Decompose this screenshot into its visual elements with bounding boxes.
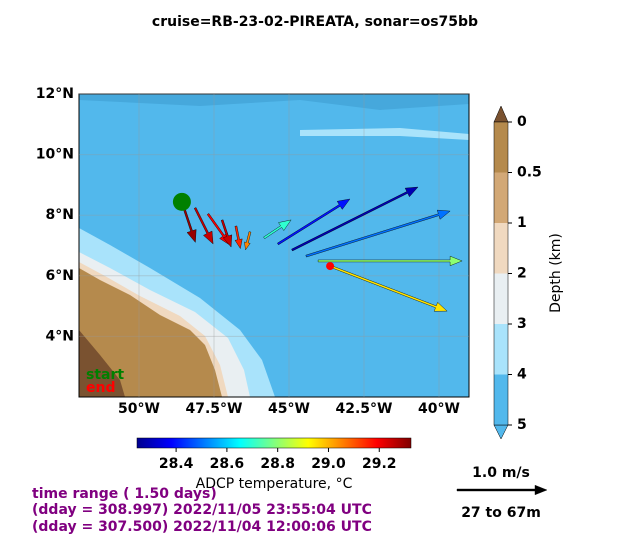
title: cruise=RB-23-02-PIREATA, sonar=os75bb [152, 14, 478, 30]
depth-tick-label: 0.5 [517, 165, 542, 181]
y-tick-label: 8°N [46, 207, 74, 223]
bathymetry [79, 94, 469, 397]
depth-label: Depth (km) [548, 233, 564, 313]
y-tick-label: 12°N [36, 86, 74, 102]
x-tick-label: 40°W [418, 401, 460, 417]
depth-tick-label: 4 [517, 367, 527, 383]
velocity-arrow [263, 219, 292, 240]
scale-arrow [456, 484, 548, 496]
start-label: start [86, 367, 124, 383]
velocity-arrow [305, 209, 451, 258]
depth-band [494, 273, 508, 324]
time-range: time range ( 1.50 days) [32, 486, 217, 502]
x-tick-label: 45°W [268, 401, 310, 417]
y-tick-label: 10°N [36, 147, 74, 163]
map-frame [78, 93, 470, 398]
colorbar-tick-label: 28.6 [210, 456, 245, 472]
velocity-arrow [277, 198, 351, 246]
depth-tick-label: 1 [517, 215, 527, 231]
end-time: (dday = 308.997) 2022/11/05 23:55:04 UTC [32, 502, 372, 518]
depth-band [494, 223, 508, 274]
colorbar-tick-label: 29.0 [311, 456, 346, 472]
depth-band [494, 122, 508, 173]
start-marker [172, 192, 191, 211]
scale-label: 1.0 m/s [472, 465, 530, 481]
x-tick-label: 42.5°W [336, 401, 393, 417]
colorbar-extend-top [493, 105, 509, 123]
colorbar-extend-bottom [493, 424, 509, 440]
depth-band [494, 374, 508, 425]
depth-tick-label: 0 [517, 114, 527, 130]
velocity-arrow [193, 207, 214, 245]
colorbar-tick-label: 29.2 [362, 456, 397, 472]
x-tick-label: 50°W [118, 401, 160, 417]
depth-tick-label: 5 [517, 417, 527, 433]
end-marker [326, 262, 335, 271]
velocity-arrow [329, 264, 448, 312]
scale-depth: 27 to 67m [461, 505, 541, 521]
velocity-arrow [234, 225, 243, 250]
velocity-arrow [220, 219, 233, 248]
start-time: (dday = 307.500) 2022/11/04 12:00:06 UTC [32, 519, 372, 535]
temperature-colorbar [136, 437, 412, 449]
colorbar-label: ADCP temperature, °C [196, 476, 353, 492]
velocity-arrow [244, 231, 252, 251]
depth-band [494, 172, 508, 223]
depth-band [494, 324, 508, 375]
colorbar-tick-label: 28.4 [159, 456, 194, 472]
colorbar-tick-label: 28.8 [260, 456, 295, 472]
velocity-arrow [291, 186, 419, 252]
x-tick-label: 47.5°W [186, 401, 243, 417]
y-tick-label: 6°N [46, 268, 74, 284]
velocity-arrow [317, 255, 463, 267]
depth-tick-label: 3 [517, 316, 527, 332]
end-label: end [86, 380, 115, 396]
y-tick-label: 4°N [46, 328, 74, 344]
depth-tick-label: 2 [517, 266, 527, 282]
